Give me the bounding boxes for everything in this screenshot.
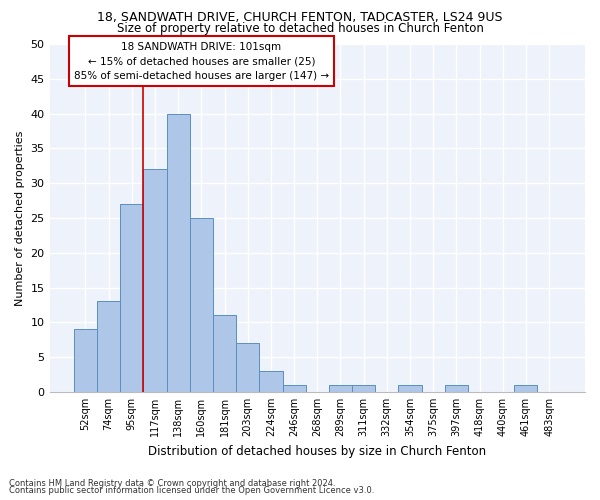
Bar (190, 218, 213, 392)
Bar (97, 302, 120, 392)
Bar (283, 385, 305, 392)
Text: Contains public sector information licensed under the Open Government Licence v3: Contains public sector information licen… (9, 486, 374, 495)
Bar (236, 343, 259, 392)
Bar (213, 316, 236, 392)
Bar (352, 385, 375, 392)
Text: Contains HM Land Registry data © Crown copyright and database right 2024.: Contains HM Land Registry data © Crown c… (9, 478, 335, 488)
Text: Size of property relative to detached houses in Church Fenton: Size of property relative to detached ho… (116, 22, 484, 35)
Bar (329, 385, 352, 392)
Text: 18, SANDWATH DRIVE, CHURCH FENTON, TADCASTER, LS24 9US: 18, SANDWATH DRIVE, CHURCH FENTON, TADCA… (97, 11, 503, 24)
Bar (74, 330, 97, 392)
X-axis label: Distribution of detached houses by size in Church Fenton: Distribution of detached houses by size … (148, 444, 487, 458)
Bar (259, 371, 283, 392)
Bar (445, 385, 468, 392)
Y-axis label: Number of detached properties: Number of detached properties (15, 130, 25, 306)
Bar (514, 385, 538, 392)
Bar (398, 385, 422, 392)
Text: 18 SANDWATH DRIVE: 101sqm
← 15% of detached houses are smaller (25)
85% of semi-: 18 SANDWATH DRIVE: 101sqm ← 15% of detac… (74, 42, 329, 81)
Bar (120, 204, 143, 392)
Bar (167, 114, 190, 392)
Bar (143, 170, 167, 392)
